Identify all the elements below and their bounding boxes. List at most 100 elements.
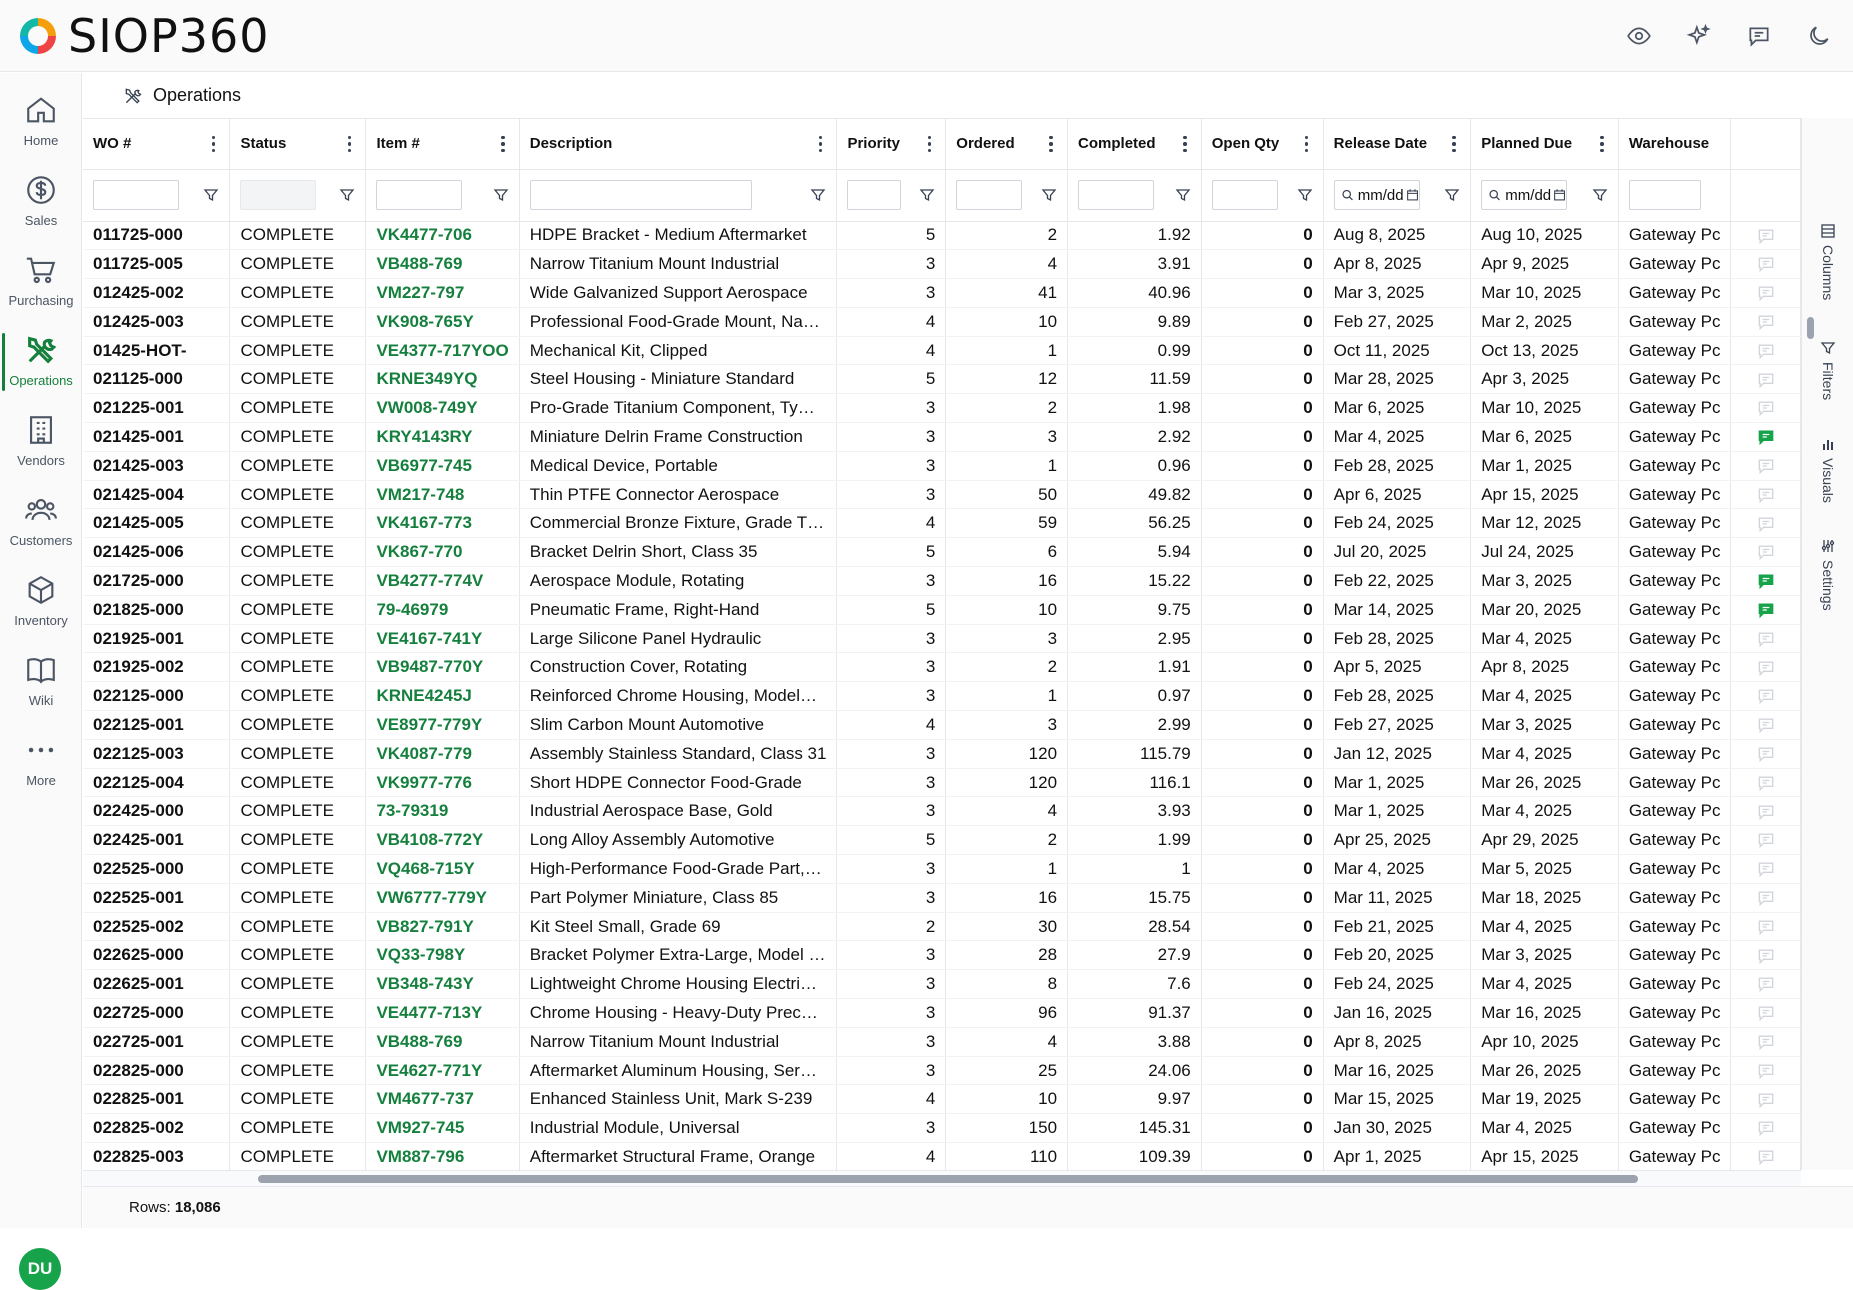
- cell-item-number[interactable]: KRY4143RY: [365, 422, 520, 452]
- table-row[interactable]: 022825-000 COMPLETE VE4627-771Y Aftermarket…: [83, 1056, 1801, 1086]
- filter-input-open-qty[interactable]: [1211, 180, 1278, 210]
- cell-item-number[interactable]: VM227-797: [365, 278, 520, 308]
- comment-icon[interactable]: [1756, 398, 1776, 418]
- cell-item-number[interactable]: VE4627-771Y: [365, 1056, 520, 1086]
- comment-icon[interactable]: [1756, 571, 1776, 591]
- cell-item-number[interactable]: VW6777-779Y: [365, 883, 520, 913]
- cell-item-number[interactable]: VB827-791Y: [365, 912, 520, 942]
- tab-settings[interactable]: Settings: [1802, 538, 1853, 611]
- table-row[interactable]: 022825-001 COMPLETE VM4677-737 Enhanced Sta…: [83, 1084, 1801, 1115]
- filter-input-priority[interactable]: [847, 180, 902, 210]
- cell-item-number[interactable]: KRNE4245J: [365, 681, 520, 712]
- filter-input-planned-due[interactable]: mm/dd: [1481, 180, 1568, 210]
- filter-funnel-icon[interactable]: [810, 187, 826, 203]
- table-row[interactable]: 021225-001 COMPLETE VW008-749Y Pro-Grade Ti…: [83, 393, 1801, 424]
- comment-icon[interactable]: [1756, 686, 1776, 706]
- table-row[interactable]: 022125-000 COMPLETE KRNE4245J Reinforced Ch…: [83, 681, 1801, 712]
- comment-icon[interactable]: [1756, 773, 1776, 793]
- filter-funnel-icon[interactable]: [1444, 187, 1460, 203]
- comment-icon[interactable]: [1756, 917, 1776, 937]
- cell-item-number[interactable]: VM887-796: [365, 1142, 520, 1170]
- comment-icon[interactable]: [1756, 542, 1776, 562]
- cell-item-number[interactable]: VK4477-706: [365, 221, 520, 251]
- cell-item-number[interactable]: VK908-765Y: [365, 307, 520, 337]
- filter-funnel-icon[interactable]: [1175, 187, 1191, 203]
- comment-icon[interactable]: [1756, 1003, 1776, 1023]
- sidebar-item-operations[interactable]: Operations: [0, 327, 82, 397]
- filter-input-item[interactable]: [376, 180, 463, 210]
- column-menu-icon[interactable]: [1594, 134, 1610, 154]
- chat-icon[interactable]: [1745, 22, 1773, 50]
- table-row[interactable]: 021425-006 COMPLETE VK867-770 Bracket Delri…: [83, 537, 1801, 568]
- column-header-status[interactable]: Status: [229, 119, 367, 170]
- column-menu-icon[interactable]: [812, 134, 828, 154]
- filter-funnel-icon[interactable]: [1297, 187, 1313, 203]
- filter-input-warehouse[interactable]: [1628, 180, 1701, 210]
- comment-icon[interactable]: [1756, 1090, 1776, 1110]
- sidebar-item-home[interactable]: Home: [0, 87, 82, 157]
- cell-item-number[interactable]: 73-79319: [365, 796, 520, 827]
- comment-icon[interactable]: [1756, 485, 1776, 505]
- sidebar-item-more[interactable]: More: [0, 727, 82, 797]
- column-header-release-date[interactable]: Release Date: [1323, 119, 1472, 170]
- sidebar-item-sales[interactable]: Sales: [0, 167, 82, 237]
- cell-item-number[interactable]: VB348-743Y: [365, 969, 520, 1000]
- cell-item-number[interactable]: VM217-748: [365, 480, 520, 510]
- filter-funnel-icon[interactable]: [493, 187, 509, 203]
- filter-input-release-date[interactable]: mm/dd: [1333, 180, 1420, 210]
- filter-funnel-icon[interactable]: [339, 187, 355, 203]
- column-menu-icon[interactable]: [341, 134, 357, 154]
- horizontal-scrollbar[interactable]: [83, 1170, 1801, 1186]
- comment-icon[interactable]: [1756, 802, 1776, 822]
- column-header-ordered[interactable]: Ordered: [945, 119, 1069, 170]
- cell-item-number[interactable]: VE4377-717YOO: [365, 336, 520, 366]
- cell-item-number[interactable]: VQ468-715Y: [365, 854, 520, 884]
- table-row[interactable]: 021425-001 COMPLETE KRY4143RY Miniature Del…: [83, 422, 1801, 452]
- table-row[interactable]: 022125-003 COMPLETE VK4087-779 Assembly Sta…: [83, 739, 1801, 769]
- table-row[interactable]: 022825-002 COMPLETE VM927-745 Industrial Mo…: [83, 1113, 1801, 1143]
- column-header-warehouse[interactable]: Warehouse: [1618, 119, 1732, 170]
- tab-visuals[interactable]: Visuals: [1802, 436, 1853, 503]
- cell-item-number[interactable]: VE4167-741Y: [365, 624, 520, 654]
- comment-icon[interactable]: [1756, 427, 1776, 447]
- table-row[interactable]: 021725-000 COMPLETE VB4277-774V Aerospace M…: [83, 566, 1801, 596]
- table-row[interactable]: 021925-002 COMPLETE VB9487-770Y Constructio…: [83, 652, 1801, 683]
- comment-icon[interactable]: [1756, 600, 1776, 620]
- column-menu-icon[interactable]: [1177, 134, 1193, 154]
- moon-icon[interactable]: [1805, 22, 1833, 50]
- cell-item-number[interactable]: VW008-749Y: [365, 393, 520, 424]
- sidebar-item-wiki[interactable]: Wiki: [0, 647, 82, 717]
- vertical-scroll-thumb[interactable]: [1807, 317, 1814, 339]
- table-row[interactable]: 022625-000 COMPLETE VQ33-798Y Bracket Polym…: [83, 940, 1801, 971]
- comment-icon[interactable]: [1756, 629, 1776, 649]
- comment-icon[interactable]: [1756, 283, 1776, 303]
- calendar-icon[interactable]: [1406, 188, 1419, 202]
- filter-input-status[interactable]: [240, 180, 317, 210]
- table-row[interactable]: 011725-005 COMPLETE VB488-769 Narrow Titani…: [83, 249, 1801, 280]
- table-row[interactable]: 012425-002 COMPLETE VM227-797 Wide Galvaniz…: [83, 278, 1801, 308]
- table-row[interactable]: 022425-000 COMPLETE 73-79319 Industrial Aer…: [83, 796, 1801, 827]
- sidebar-item-inventory[interactable]: Inventory: [0, 567, 82, 637]
- calendar-icon[interactable]: [1553, 188, 1566, 202]
- app-logo[interactable]: SIOP360: [16, 9, 270, 63]
- table-row[interactable]: 022525-002 COMPLETE VB827-791Y Kit Steel Sm…: [83, 912, 1801, 942]
- table-row[interactable]: 021425-005 COMPLETE VK4167-773 Commercial B…: [83, 508, 1801, 539]
- cell-item-number[interactable]: VE8977-779Y: [365, 710, 520, 740]
- column-header-priority[interactable]: Priority: [836, 119, 947, 170]
- table-row[interactable]: 022625-001 COMPLETE VB348-743Y Lightweight …: [83, 969, 1801, 1000]
- cell-item-number[interactable]: VM927-745: [365, 1113, 520, 1143]
- eye-icon[interactable]: [1625, 22, 1653, 50]
- filter-input-completed[interactable]: [1078, 180, 1155, 210]
- sidebar-item-purchasing[interactable]: Purchasing: [0, 247, 82, 317]
- table-row[interactable]: 022525-000 COMPLETE VQ468-715Y High-Perform…: [83, 854, 1801, 884]
- vertical-scrollbar[interactable]: [1805, 303, 1815, 1173]
- table-row[interactable]: 022725-000 COMPLETE VE4477-713Y Chrome Hous…: [83, 998, 1801, 1028]
- tab-filters[interactable]: Filters: [1802, 340, 1853, 400]
- cell-item-number[interactable]: VK4167-773: [365, 508, 520, 539]
- cell-item-number[interactable]: VK9977-776: [365, 768, 520, 798]
- comment-icon[interactable]: [1756, 514, 1776, 534]
- column-menu-icon[interactable]: [1446, 134, 1462, 154]
- column-header-item[interactable]: Item #: [365, 119, 520, 170]
- column-header-wo[interactable]: WO #: [83, 119, 231, 170]
- table-row[interactable]: 011725-000 COMPLETE VK4477-706 HDPE Bracket…: [83, 221, 1801, 251]
